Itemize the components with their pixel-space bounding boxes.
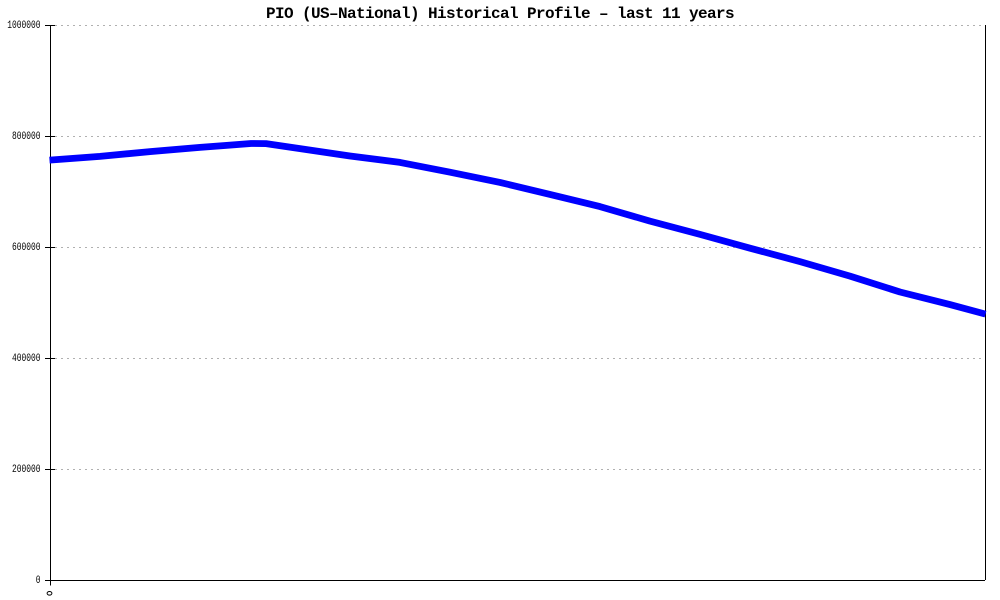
svg-text:PIO (US–National) Historical P: PIO (US–National) Historical Profile – l… — [266, 5, 734, 23]
svg-text:400000: 400000 — [12, 352, 41, 365]
svg-text:0: 0 — [36, 574, 41, 587]
svg-text:200000: 200000 — [12, 463, 41, 476]
svg-text:600000: 600000 — [12, 241, 41, 254]
svg-text:1000000: 1000000 — [7, 19, 40, 32]
svg-text:800000: 800000 — [12, 130, 41, 143]
